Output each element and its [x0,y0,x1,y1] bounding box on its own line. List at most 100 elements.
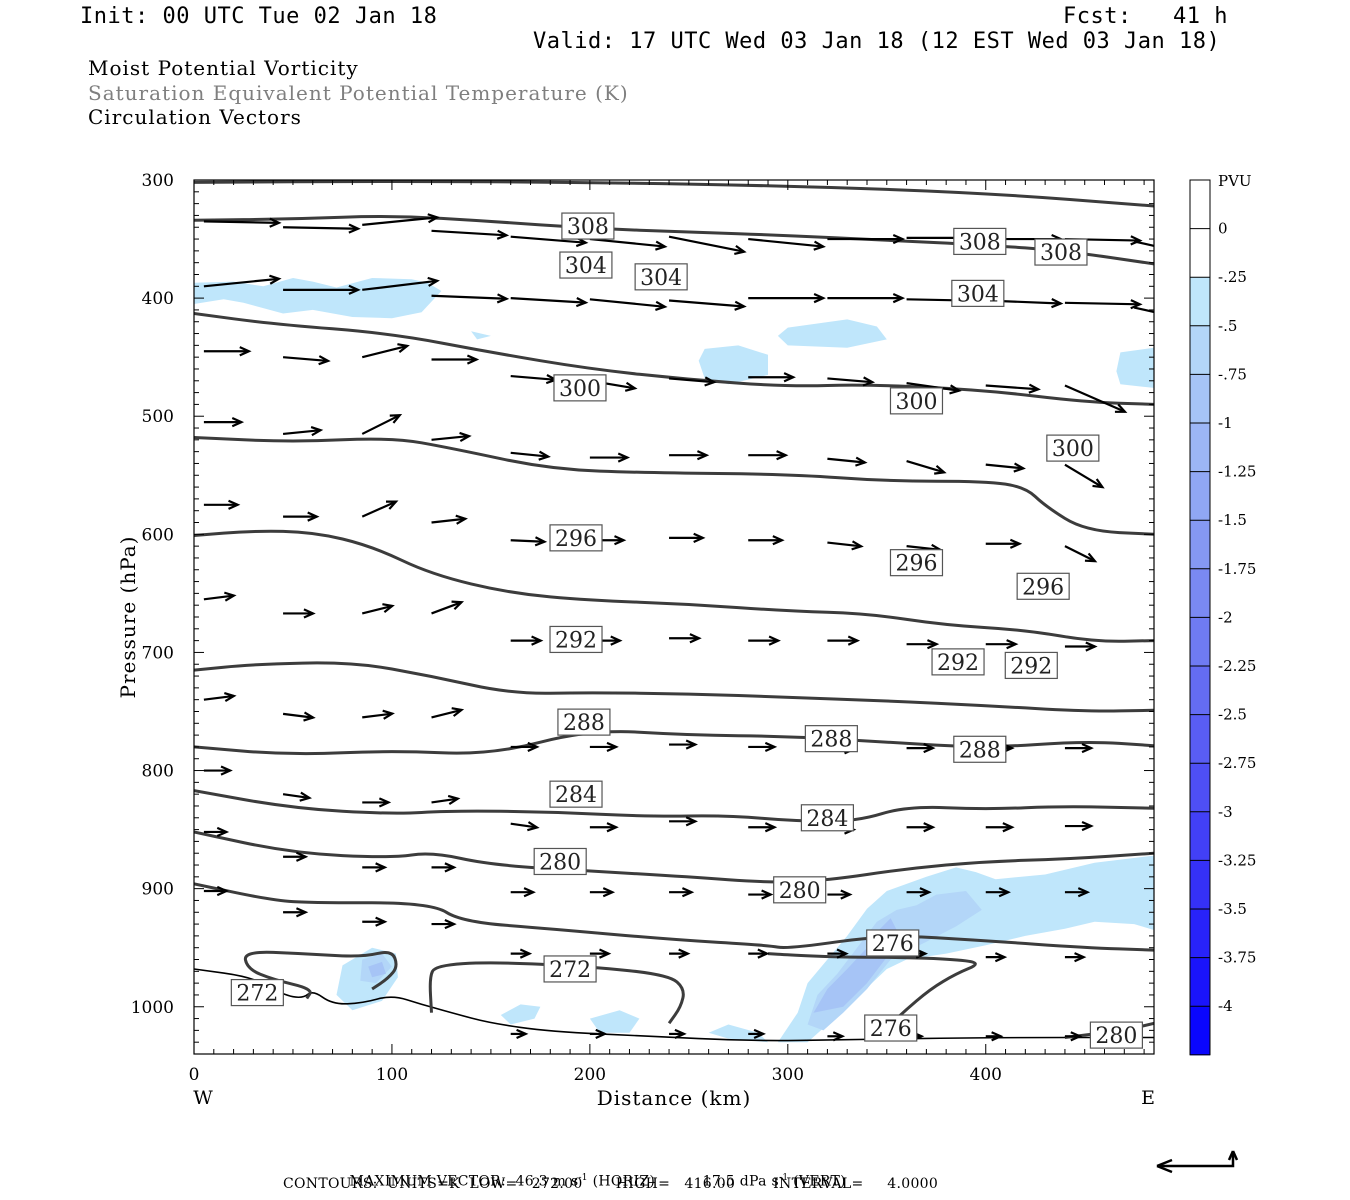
circulation-vector [362,276,440,291]
circulation-vector [283,851,309,862]
pv-colorbar: PVU 0 -.25 -.5 -.75 -1 -1.25 -1.5 -1.75 -2 -2.25 -2… [1189,172,1256,1056]
colorbar-swatch [1190,277,1210,327]
colorbar-tick-label: -3.75 [1218,949,1256,967]
circulation-vector [510,1028,529,1040]
circulation-vector [985,462,1026,473]
colorbar-tick-label: -1.75 [1218,560,1256,578]
svg-text:308: 308 [959,230,1001,255]
y-tick-label: 800 [142,762,174,782]
svg-text:296: 296 [555,527,597,552]
circulation-vector [669,633,702,644]
circulation-vector [1064,887,1091,898]
title-sat-theta-e: Saturation Equivalent Potential Temperat… [88,81,629,105]
y-tick-label: 900 [142,880,174,900]
circulation-vector [589,237,668,251]
circulation-vector [669,739,698,750]
theta-e-contour [194,215,1154,266]
theta-e-contour [194,789,1154,823]
colorbar-tick-label: -1.25 [1218,463,1256,481]
svg-text:304: 304 [957,282,999,307]
circulation-vector [1064,952,1087,963]
circulation-vector [827,376,876,387]
circulation-vector [748,372,796,383]
svg-text:296: 296 [895,552,937,577]
circulation-vector [589,948,612,959]
circulation-vector [827,948,849,959]
theta-e-contour [194,968,1154,1042]
circulation-vector [431,794,461,805]
colorbar-tick-label: -1.5 [1218,511,1247,529]
colorbar-swatch [1190,374,1210,424]
circulation-vector [669,450,710,461]
circulation-vector [827,293,906,304]
theta-e-contour [194,730,1154,756]
vert-unit-exponent: -1 [779,1173,789,1183]
svg-text:292: 292 [1010,654,1052,679]
colorbar-tick-label: -3 [1218,803,1233,821]
contour-label: 304 [951,279,1005,307]
colorbar-tick-label: -.75 [1218,365,1247,383]
theta-e-contour [767,952,977,1039]
horiz-unit: m s [552,1173,579,1190]
circulation-vector [906,743,936,754]
contour-label: 300 [553,374,607,402]
circulation-vector [1064,1031,1083,1042]
pv-region [777,855,1154,1043]
svg-text:272: 272 [236,982,278,1007]
svg-text:292: 292 [555,628,597,653]
circulation-vector [827,1031,846,1042]
svg-text:300: 300 [559,377,601,402]
circulation-vector [283,223,361,234]
x-tick-label: 400 [970,1065,1002,1085]
circulation-vector [748,1028,766,1040]
circulation-vector [1064,820,1094,832]
east-label: E [1141,1087,1155,1109]
circulation-vector [362,797,392,808]
circulation-vector [748,948,770,959]
circulation-vector [906,382,962,395]
contour-label: 276 [864,1014,918,1042]
svg-text:308: 308 [567,215,609,240]
circulation-vector [589,741,619,753]
circulation-vector [669,887,695,898]
circulation-vector [283,608,316,619]
colorbar-swatch [1190,909,1210,959]
circulation-vector [748,889,774,900]
circulation-vector [748,635,781,646]
colorbar-swatch [1190,1006,1210,1056]
circulation-vector [1133,240,1154,247]
contour-label: 288 [804,725,858,753]
circulation-vector [1064,641,1098,652]
colorbar-swatch [1190,957,1210,1007]
circulation-vector [589,298,668,311]
circulation-vector [668,376,717,387]
contour-label: 296 [1016,572,1070,600]
circulation-vector [1064,545,1098,563]
x-tick-label: 0 [189,1065,200,1085]
circulation-vector [361,343,410,359]
colorbar-tick-label: -.25 [1218,268,1247,286]
colorbar-tick-label: -1 [1218,414,1233,432]
circulation-vector [748,822,778,833]
plot-axes: 300 400 500 600 700 800 900 1000 0 100 200 300 400 W E… [116,171,1155,1110]
circulation-vector [827,889,853,900]
circulation-vector [431,862,457,873]
y-tick-label: 300 [142,171,174,191]
circulation-vector [361,603,395,615]
circulation-vector [827,233,906,245]
contour-label: 292 [931,648,985,676]
svg-text:284: 284 [806,807,848,832]
circulation-vector [362,916,388,927]
contour-label: 308 [953,227,1007,255]
horiz-tag: (HORIZ) [592,1173,656,1190]
circulation-vector [510,374,559,385]
contour-label: 272 [230,978,284,1007]
contour-label: 304 [559,251,613,279]
circulation-vector [985,822,1015,833]
colorbar-swatch [1190,811,1210,861]
circulation-vector [589,1028,608,1040]
circulation-vector [510,450,551,461]
pv-region [500,1004,541,1025]
circulation-vector [1064,463,1105,489]
colorbar-tick-label: -2.75 [1218,754,1256,772]
